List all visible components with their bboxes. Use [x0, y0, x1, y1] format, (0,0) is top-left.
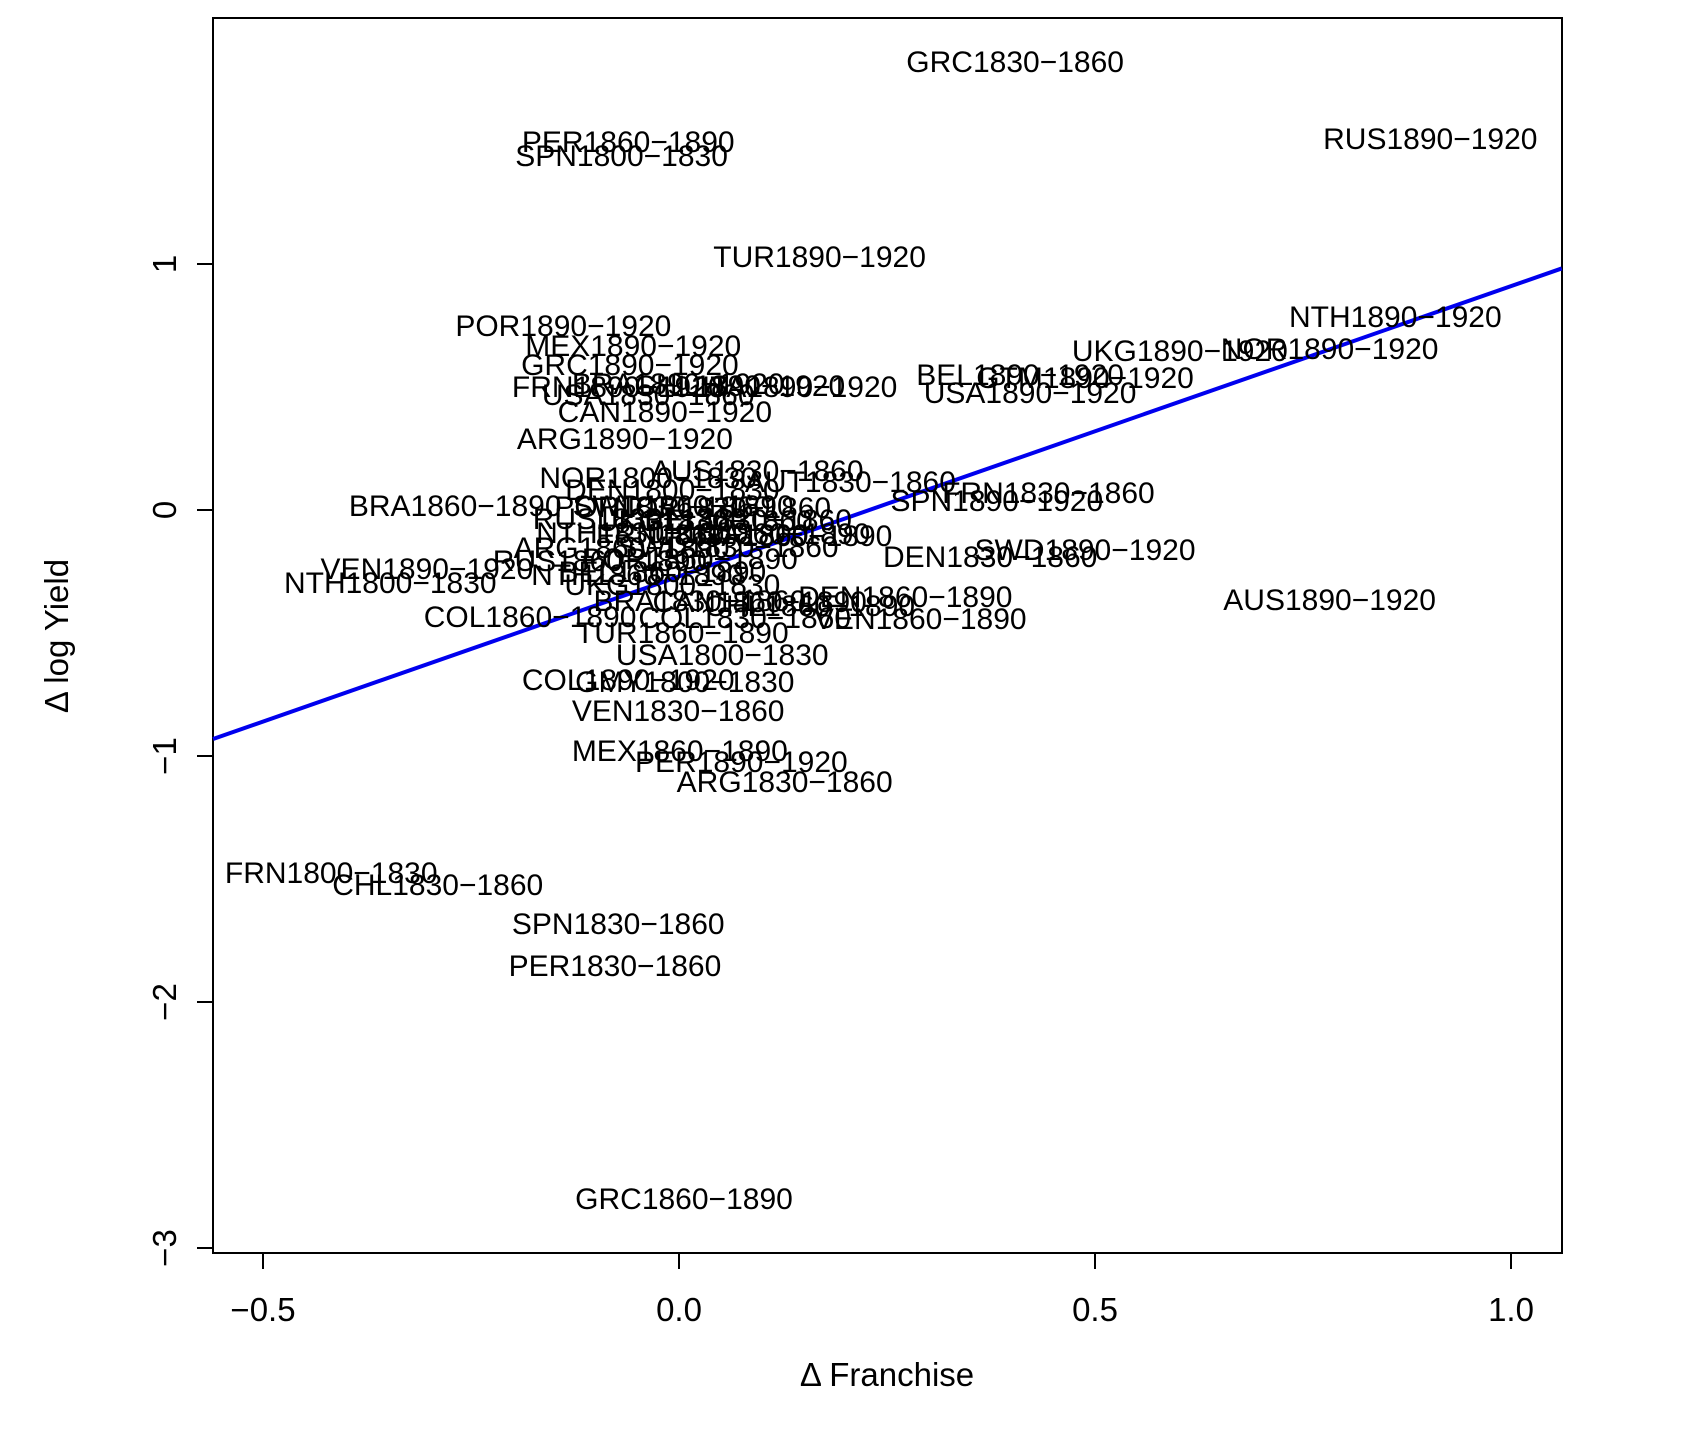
- x-tick-label: 0.5: [1072, 1291, 1118, 1328]
- point-label: NOR1800−1830: [539, 462, 758, 495]
- point-label: NTH1830−1860: [536, 517, 749, 551]
- point-label: TUR1860−1890: [575, 616, 789, 650]
- point-label: PER1860−1890: [521, 125, 735, 159]
- point-label: COL1860−1890: [423, 600, 637, 634]
- point-label: COL1830−1860: [638, 601, 852, 635]
- point-label: UKG1860−1890: [654, 518, 871, 552]
- point-label: USA1830−1860: [541, 379, 755, 413]
- point-label: ITA1860−1890: [696, 520, 893, 554]
- point-label: SWD1890−1920: [974, 534, 1196, 568]
- point-label: CHL1860−1890: [704, 589, 916, 623]
- point-label: NOR1830−1860: [613, 492, 832, 526]
- point-label: CAN1890−1920: [557, 396, 773, 430]
- point-label: BRA1830−1860: [593, 585, 807, 618]
- point-label: CHL1890−1920: [634, 370, 846, 403]
- point-label: SPN1800−1830: [515, 139, 728, 173]
- point-label: SPN1890−1920: [890, 484, 1104, 518]
- point-label: RUS1830−1860: [532, 503, 748, 537]
- point-label: ARG1830−1860: [676, 766, 893, 800]
- point-label: ITA1890−1920: [701, 370, 898, 404]
- point-label: GRC1830−1860: [906, 46, 1124, 80]
- point-label: DEN1800−1830: [565, 474, 780, 508]
- point-label: DEN1860−1890: [798, 581, 1013, 615]
- point-label: TUR1890−1920: [713, 241, 926, 275]
- point-label: RUS1890−1920: [1323, 123, 1538, 157]
- point-label: AUT1830−1860: [744, 465, 956, 499]
- point-label: SPN1830−1860: [511, 908, 725, 941]
- point-label: AUS1830−1860: [650, 455, 864, 489]
- point-label: NTH1890−1920: [1289, 301, 1502, 335]
- y-tick-label: 1: [146, 254, 183, 274]
- regression-line: [212, 266, 1563, 741]
- point-label: MEX1860−1890: [571, 735, 788, 769]
- point-label: GTM1890−1920: [976, 361, 1194, 395]
- y-tick-label: −1: [146, 737, 183, 775]
- point-label: CAN1860−1890: [652, 585, 867, 619]
- y-tick-label: −3: [146, 1229, 183, 1267]
- point-label: BRA1860−1890: [348, 490, 562, 524]
- point-label: VEN1860−1890: [813, 602, 1027, 636]
- point-label: FRN1830−1860: [942, 477, 1155, 510]
- point-label: POR1860−1890: [581, 542, 798, 576]
- point-label: SWD1830−1860: [617, 530, 839, 564]
- x-tick-label: −0.5: [230, 1291, 296, 1328]
- y-tick-label: 0: [146, 500, 183, 520]
- x-tick-label: 1.0: [1488, 1291, 1534, 1328]
- point-label: PER1890−1920: [635, 745, 848, 779]
- point-label: AUS1890−1920: [1223, 584, 1436, 618]
- x-tick-label: 0.0: [656, 1291, 702, 1328]
- point-label: BEL1830−1860: [644, 504, 852, 538]
- point-label: MEX1890−1920: [525, 329, 742, 363]
- x-axis-title: Δ Franchise: [799, 1356, 975, 1393]
- point-label: ARG1890−1920: [516, 422, 733, 456]
- point-label: NOR1890−1920: [1220, 333, 1439, 367]
- point-label: NTH1860−1890: [531, 558, 744, 592]
- point-label: UKG1890−1920: [1071, 335, 1288, 369]
- point-label: GRC1860−1890: [575, 1183, 793, 1217]
- point-label: ARG1860−1890: [513, 532, 730, 566]
- point-label: PER1830−1860: [508, 950, 722, 984]
- point-label: UKG1830−1860: [596, 505, 813, 539]
- point-label: CHL1830−1860: [332, 868, 544, 902]
- point-label: USA1800−1830: [615, 638, 829, 672]
- plot-border-box: [212, 17, 1563, 1254]
- point-label: NTH1800−1830: [283, 567, 497, 601]
- point-label: USA1890−1920: [923, 376, 1137, 410]
- point-label: VEN1890−1920: [320, 553, 534, 587]
- point-label: BRA1890−1920: [571, 368, 785, 402]
- y-axis-title: Δ log Yield: [38, 558, 75, 714]
- y-tick-label: −2: [146, 983, 183, 1021]
- point-label: BEL1890−1920: [916, 358, 1124, 392]
- point-label: VEN1830−1860: [571, 694, 785, 728]
- point-label: UKG1800−1830: [564, 569, 781, 602]
- point-label: SWD1860−1890: [572, 490, 794, 524]
- point-label: FRN1800−1830: [224, 857, 438, 891]
- point-label: DEN1830−1860: [882, 540, 1098, 574]
- point-label: GRC1890−1920: [521, 349, 739, 383]
- axis-tick-marks: [197, 263, 1512, 1269]
- point-label: POR1830−1860: [554, 491, 771, 525]
- point-label: POR1890−1920: [455, 309, 672, 343]
- point-label: GMY1800−1830: [575, 665, 795, 699]
- point-label: COL1890−1920: [521, 663, 735, 697]
- point-label: FRN1890−1920: [511, 370, 725, 404]
- point-label: FRN1860−1890: [595, 519, 809, 553]
- point-label: BEL1860−1890: [558, 555, 767, 589]
- point-label: RUS1860−1890: [492, 544, 708, 578]
